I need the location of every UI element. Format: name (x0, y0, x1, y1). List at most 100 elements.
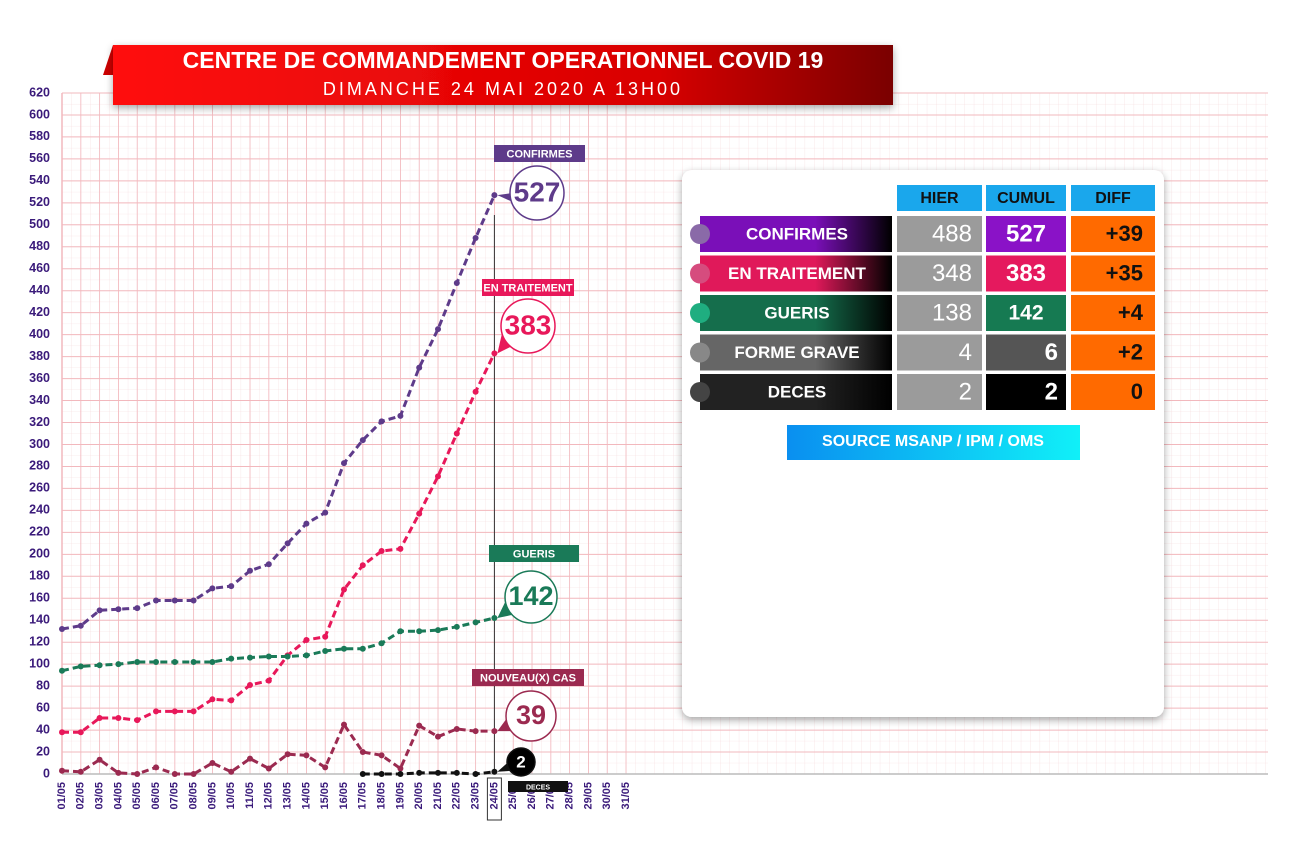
point (171, 771, 178, 777)
diff-value: +2 (1118, 339, 1143, 364)
point (435, 473, 441, 480)
point (96, 607, 103, 614)
hier-value: 138 (932, 299, 972, 326)
legend-label: EN TRAITEMENT (483, 282, 573, 294)
x-tick-label: 18/05 (376, 782, 388, 810)
y-tick-label: 520 (29, 195, 50, 209)
legend-label: NOUVEAU(X) CAS (480, 672, 576, 684)
y-tick-label: 160 (29, 591, 50, 605)
x-tick-label: 13/05 (282, 782, 294, 810)
row-dot (690, 342, 710, 363)
diff-cell (1071, 216, 1155, 252)
hier-value: 348 (932, 260, 972, 287)
row-label-cell (700, 216, 892, 252)
point (378, 640, 385, 647)
point (359, 562, 366, 569)
point (265, 765, 272, 772)
series-line (62, 352, 496, 734)
point (59, 667, 65, 674)
banner (113, 45, 893, 105)
x-tick-label: 03/05 (94, 782, 106, 810)
point (491, 192, 498, 199)
cumul-cell (986, 334, 1066, 371)
point (322, 647, 329, 654)
point (322, 633, 329, 640)
header-label: DIFF (1095, 190, 1131, 207)
cumul-value: 142 (1008, 302, 1043, 325)
point (435, 627, 441, 634)
series-tag (482, 279, 574, 296)
point (209, 585, 216, 592)
x-tick-label: 09/05 (206, 782, 218, 810)
cumul-cell (986, 255, 1066, 292)
point (472, 388, 479, 395)
header-cell (897, 185, 982, 211)
y-tick-label: 360 (29, 371, 50, 385)
point (153, 658, 159, 665)
hier-value: 2 (959, 378, 972, 405)
point (115, 769, 122, 776)
table: HIER CUMUL DIFF CONFIRMES 488 527 +39 EN TRAITE… (690, 185, 1155, 410)
point (96, 756, 103, 763)
y-tick-label: 260 (29, 481, 50, 495)
x-tick-label: 22/05 (451, 782, 463, 810)
y-tick-label: 280 (29, 459, 50, 473)
point (209, 760, 216, 767)
row-label-cell (700, 374, 892, 410)
x-tick-label: 02/05 (75, 782, 87, 810)
point (435, 326, 441, 333)
point (416, 510, 423, 517)
cumul-value: 2 (1045, 378, 1058, 405)
diff-cell (1071, 255, 1155, 292)
callout-circle (500, 298, 556, 354)
point (115, 661, 122, 668)
y-tick-label: 320 (29, 415, 50, 429)
point (359, 437, 366, 444)
point (341, 586, 347, 593)
point (472, 728, 479, 735)
point (435, 733, 441, 740)
legend-label: DECES (526, 784, 550, 791)
header-cell (986, 185, 1066, 211)
point (77, 663, 84, 670)
point (416, 364, 423, 371)
diff-value: +4 (1118, 300, 1144, 325)
banner-tab (103, 45, 113, 75)
x-tick-label: 29/05 (582, 782, 594, 810)
cumul-value: 527 (1006, 220, 1046, 247)
series-tag (489, 545, 579, 562)
point (247, 682, 253, 689)
y-tick-label: 380 (29, 349, 50, 363)
point (303, 520, 310, 527)
point (472, 771, 479, 777)
series-line (61, 616, 495, 673)
point (134, 658, 141, 665)
lines: CONFIRMES 527 EN TRAITEMENT 383 GUERIS 142 NOU… (59, 145, 585, 792)
series-line (61, 721, 495, 776)
point (491, 350, 498, 357)
y-tick-label: 20 (36, 744, 50, 758)
point (284, 653, 291, 660)
legend-label: CONFIRMES (507, 148, 573, 160)
point (134, 605, 141, 612)
legend-label: GUERIS (513, 548, 555, 560)
y-tick-label: 340 (29, 393, 50, 407)
point (322, 764, 329, 771)
point (397, 765, 404, 772)
y-tick-label: 560 (29, 151, 50, 165)
x-tick-label: 23/05 (470, 782, 482, 810)
point (228, 583, 235, 590)
cumul-cell (986, 374, 1066, 410)
header-label: HIER (920, 190, 959, 207)
hier-cell (897, 255, 982, 292)
data-label: 39 (516, 700, 546, 730)
point (435, 769, 441, 776)
data-label: 142 (508, 581, 553, 611)
point (472, 619, 479, 626)
point (416, 722, 423, 729)
point (397, 545, 404, 552)
point (209, 658, 216, 665)
y-tick-label: 440 (29, 283, 50, 297)
cumul-cell (986, 295, 1066, 331)
cumul-value: 383 (1006, 260, 1046, 287)
